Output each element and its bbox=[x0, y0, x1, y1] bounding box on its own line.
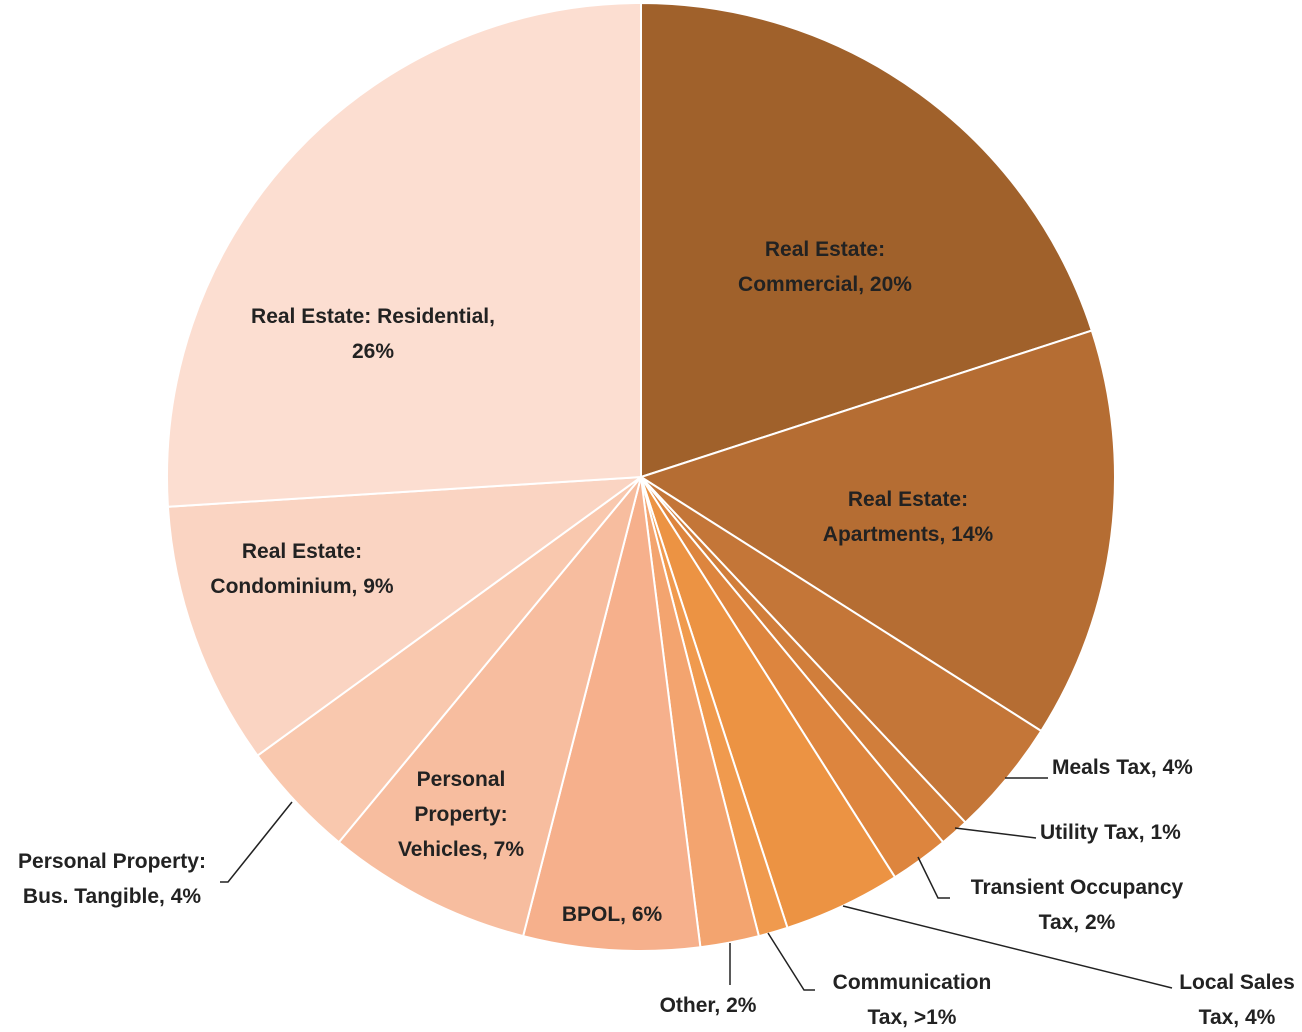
data-label: Meals Tax, 4% bbox=[1052, 756, 1193, 779]
data-label: Real Estate: Condominium, 9% bbox=[210, 540, 393, 598]
data-label: Personal Property: Bus. Tangible, 4% bbox=[18, 850, 206, 908]
data-label-line: Personal bbox=[417, 768, 506, 791]
data-label: Utility Tax, 1% bbox=[1040, 821, 1181, 844]
data-label-line: Apartments, 14% bbox=[823, 523, 994, 546]
leader-line bbox=[954, 827, 1037, 839]
data-label-line: BPOL, 6% bbox=[562, 903, 663, 926]
data-label: Transient Occupancy Tax, 2% bbox=[971, 876, 1184, 934]
data-label: BPOL, 6% bbox=[562, 903, 663, 926]
data-label-line: Local Sales bbox=[1179, 971, 1295, 994]
data-label: Real Estate: Apartments, 14% bbox=[823, 488, 994, 546]
data-label: Communication Tax, >1% bbox=[833, 971, 992, 1029]
data-label-line: Real Estate: Residential, bbox=[251, 305, 495, 328]
data-label-line: Communication bbox=[833, 971, 992, 994]
data-label: Personal Property: Vehicles, 7% bbox=[398, 768, 524, 861]
pie-slice bbox=[166, 1, 642, 508]
leader-line bbox=[220, 801, 293, 883]
data-label: Real Estate: Commercial, 20% bbox=[738, 238, 912, 296]
data-label: Real Estate: Residential, 26% bbox=[251, 305, 495, 363]
data-label-line: Real Estate: bbox=[848, 488, 968, 511]
data-label: Other, 2% bbox=[660, 994, 757, 1017]
pie-slice bbox=[337, 476, 642, 938]
leader-line bbox=[842, 905, 1173, 989]
data-label-line: Other, 2% bbox=[660, 994, 757, 1017]
data-label-line: Real Estate: bbox=[242, 540, 362, 563]
data-label: Local Sales Tax, 4% bbox=[1179, 971, 1295, 1029]
data-label-line: Tax, 4% bbox=[1199, 1006, 1276, 1029]
data-label-line: 26% bbox=[352, 340, 394, 363]
data-label-line: Commercial, 20% bbox=[738, 273, 912, 296]
pie-slice bbox=[640, 1, 1094, 479]
data-label-line: Meals Tax, 4% bbox=[1052, 756, 1193, 779]
data-label-line: Tax, >1% bbox=[868, 1006, 957, 1029]
data-label-line: Bus. Tangible, 4% bbox=[23, 885, 201, 908]
data-label-line: Property: bbox=[414, 803, 507, 826]
pie-slice bbox=[638, 329, 1116, 733]
data-label-line: Utility Tax, 1% bbox=[1040, 821, 1181, 844]
pie-slice bbox=[521, 476, 702, 952]
data-label-line: Vehicles, 7% bbox=[398, 838, 524, 861]
leader-line bbox=[767, 932, 815, 991]
data-label-line: Real Estate: bbox=[765, 238, 885, 261]
pie-slice bbox=[166, 475, 645, 758]
data-label-line: Personal Property: bbox=[18, 850, 206, 873]
leader-line bbox=[917, 856, 950, 899]
data-label-line: Tax, 2% bbox=[1039, 911, 1116, 934]
data-label-line: Condominium, 9% bbox=[210, 575, 393, 598]
data-label-line: Transient Occupancy bbox=[971, 876, 1184, 899]
